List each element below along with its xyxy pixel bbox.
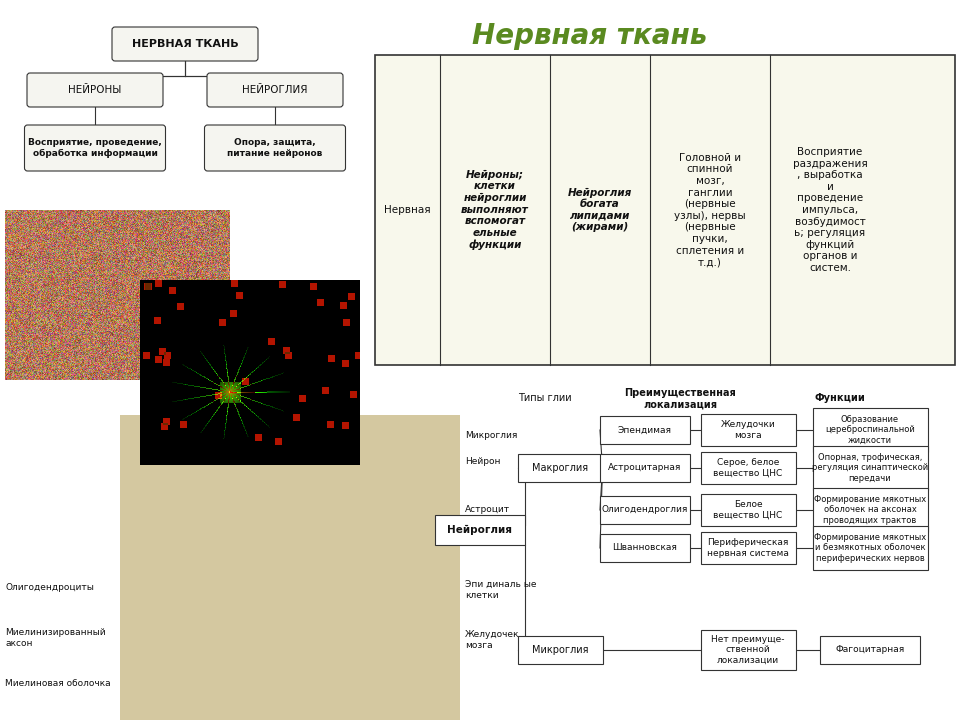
Text: Типы глии: Типы глии [518, 393, 572, 403]
Text: Восприятие, проведение,
обработка информации: Восприятие, проведение, обработка информ… [28, 138, 162, 158]
Text: Эпи диналь ые
клетки: Эпи диналь ые клетки [465, 580, 537, 600]
Text: Восприятие
раздражения
, выработка
и
проведение
импульса,
возбудимост
ь; регуляц: Восприятие раздражения , выработка и про… [793, 147, 868, 273]
Text: Миелиновая оболочка: Миелиновая оболочка [5, 680, 110, 688]
Text: Шванновская: Шванновская [612, 544, 678, 552]
FancyBboxPatch shape [204, 125, 346, 171]
FancyBboxPatch shape [517, 454, 603, 482]
FancyBboxPatch shape [701, 494, 796, 526]
Text: Нет преимуще-
ственной
локализации: Нет преимуще- ственной локализации [711, 635, 784, 665]
Text: Астроцит: Астроцит [465, 505, 510, 515]
FancyBboxPatch shape [517, 636, 603, 664]
Text: Образование
цереброспинальной
жидкости: Образование цереброспинальной жидкости [826, 415, 915, 445]
Bar [375, 55, 955, 365]
Text: Опора, защита,
питание нейронов: Опора, защита, питание нейронов [228, 138, 323, 158]
Text: Головной и
спинной
мозг,
ганглии
(нервные
узлы), нервы
(нервные
пучки,
сплетения: Головной и спинной мозг, ганглии (нервны… [674, 153, 746, 267]
FancyBboxPatch shape [812, 446, 927, 490]
FancyBboxPatch shape [820, 636, 920, 664]
FancyBboxPatch shape [701, 630, 796, 670]
Text: Астроцитарная: Астроцитарная [609, 464, 682, 472]
Text: Желудочки
мозга: Желудочки мозга [721, 420, 776, 440]
Text: Функции: Функции [815, 393, 865, 403]
Text: НЕЙРОНЫ: НЕЙРОНЫ [68, 85, 122, 95]
FancyBboxPatch shape [812, 408, 927, 452]
FancyBboxPatch shape [600, 416, 690, 444]
Text: Олигодендроциты: Олигодендроциты [5, 583, 94, 593]
FancyBboxPatch shape [701, 532, 796, 564]
FancyBboxPatch shape [600, 534, 690, 562]
FancyBboxPatch shape [25, 125, 165, 171]
Text: Нейроглия
богата
липидами
(жирами): Нейроглия богата липидами (жирами) [568, 188, 632, 233]
FancyBboxPatch shape [701, 414, 796, 446]
Text: Олигодендроглия: Олигодендроглия [602, 505, 688, 515]
Text: Желудочек
мозга: Желудочек мозга [465, 630, 519, 649]
FancyBboxPatch shape [812, 488, 927, 532]
Text: Эпендимая: Эпендимая [618, 426, 672, 434]
Text: Периферическая
нервная система: Периферическая нервная система [708, 539, 789, 558]
FancyBboxPatch shape [112, 27, 258, 61]
FancyBboxPatch shape [600, 454, 690, 482]
Text: Капилляр: Капилляр [465, 538, 512, 546]
FancyBboxPatch shape [812, 526, 927, 570]
Text: Преимущественная
локализация: Преимущественная локализация [624, 388, 736, 410]
FancyBboxPatch shape [701, 452, 796, 484]
FancyBboxPatch shape [207, 73, 343, 107]
FancyBboxPatch shape [27, 73, 163, 107]
Text: Формирование мякотных
и безмякотных оболочек
периферических нервов: Формирование мякотных и безмякотных обол… [814, 533, 926, 563]
Text: Микроглия: Микроглия [532, 645, 588, 655]
Text: Нейроны;
клетки
нейроглии
выполняют
вспомогат
ельные
функции: Нейроны; клетки нейроглии выполняют вспо… [461, 170, 529, 250]
FancyBboxPatch shape [435, 515, 525, 545]
Text: Формирование мякотных
оболочек на аксонах
проводящих трактов: Формирование мякотных оболочек на аксона… [814, 495, 926, 525]
Text: Фагоцитарная: Фагоцитарная [835, 646, 904, 654]
Text: Опорная, трофическая,
регуляция синаптической
передачи: Опорная, трофическая, регуляция синаптич… [812, 453, 928, 483]
Text: Нейроглия: Нейроглия [447, 525, 513, 535]
Text: Серое, белое
вещество ЦНС: Серое, белое вещество ЦНС [713, 459, 782, 477]
Text: Нервная: Нервная [384, 205, 431, 215]
FancyBboxPatch shape [600, 496, 690, 524]
Text: НЕЙРОГЛИЯ: НЕЙРОГЛИЯ [242, 85, 308, 95]
Text: Нейрон: Нейрон [465, 457, 500, 467]
Text: Макроглия: Макроглия [532, 463, 588, 473]
Text: Белое
вещество ЦНС: Белое вещество ЦНС [713, 500, 782, 520]
Text: Нервная ткань: Нервная ткань [472, 22, 708, 50]
Text: НЕРВНАЯ ТКАНЬ: НЕРВНАЯ ТКАНЬ [132, 39, 238, 49]
Text: Миелинизированный
аксон: Миелинизированный аксон [5, 629, 106, 648]
Text: Микроглия: Микроглия [465, 431, 517, 439]
